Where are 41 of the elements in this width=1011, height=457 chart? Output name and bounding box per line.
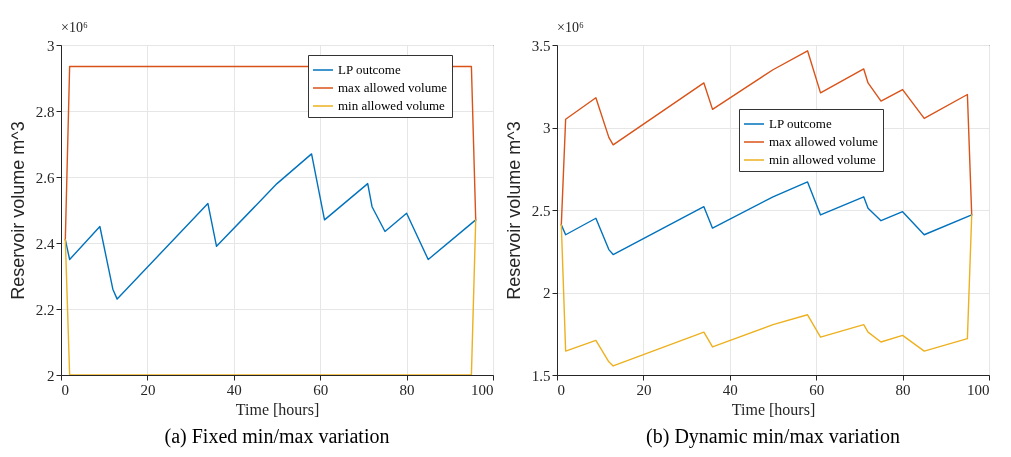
text: ×10⁶ bbox=[61, 20, 88, 35]
legend-label: LP outcome bbox=[338, 62, 401, 77]
y-axis-title: Reservoir volume m^3 bbox=[503, 121, 524, 300]
legend-label: min allowed volume bbox=[769, 152, 877, 167]
y-tick-label: 2.4 bbox=[35, 235, 55, 252]
line-series bbox=[560, 50, 973, 226]
y-tick-label: 2.8 bbox=[35, 103, 55, 120]
y-tick-label: 2.5 bbox=[531, 202, 551, 219]
legend-label: LP outcome bbox=[769, 116, 832, 131]
x-tick-label: 0 bbox=[61, 381, 69, 398]
text: (b) Dynamic min/max variation bbox=[646, 425, 900, 448]
x-tick-label: 100 bbox=[967, 381, 990, 398]
x-tick-label: 60 bbox=[313, 381, 329, 398]
x-tick-label: 20 bbox=[140, 381, 156, 398]
legend-label: min allowed volume bbox=[338, 98, 446, 113]
legend-label: max allowed volume bbox=[338, 80, 448, 95]
y-tick-label: 2 bbox=[543, 285, 551, 301]
y-tick-label: 2 bbox=[47, 367, 55, 384]
line-series bbox=[560, 181, 973, 256]
line-series bbox=[64, 153, 477, 300]
x-tick-label: 100 bbox=[471, 381, 494, 398]
x-axis-title: Time [hours] bbox=[731, 400, 816, 418]
x-axis-title: Time [hours] bbox=[235, 400, 320, 418]
legend-label: max allowed volume bbox=[769, 134, 879, 149]
y-tick-label: 3 bbox=[543, 120, 551, 136]
y-tick-label: 3 bbox=[47, 37, 55, 54]
line-series bbox=[560, 214, 973, 367]
x-tick-label: 0 bbox=[557, 381, 565, 398]
y-tick-label: 3.5 bbox=[531, 37, 551, 54]
y-tick-label: 2.2 bbox=[35, 301, 55, 318]
x-tick-label: 60 bbox=[809, 381, 825, 398]
text: (a) Fixed min/max variation bbox=[164, 425, 390, 448]
x-tick-label: 80 bbox=[399, 381, 415, 398]
y-tick-label: 1.5 bbox=[531, 367, 551, 384]
y-axis-title: Reservoir volume m^3 bbox=[7, 121, 28, 300]
x-tick-label: 80 bbox=[895, 381, 911, 398]
text: ×10⁶ bbox=[557, 20, 584, 35]
x-tick-label: 20 bbox=[636, 381, 652, 398]
x-tick-label: 40 bbox=[226, 381, 242, 398]
x-tick-label: 40 bbox=[722, 381, 738, 398]
y-tick-label: 2.6 bbox=[35, 169, 55, 186]
